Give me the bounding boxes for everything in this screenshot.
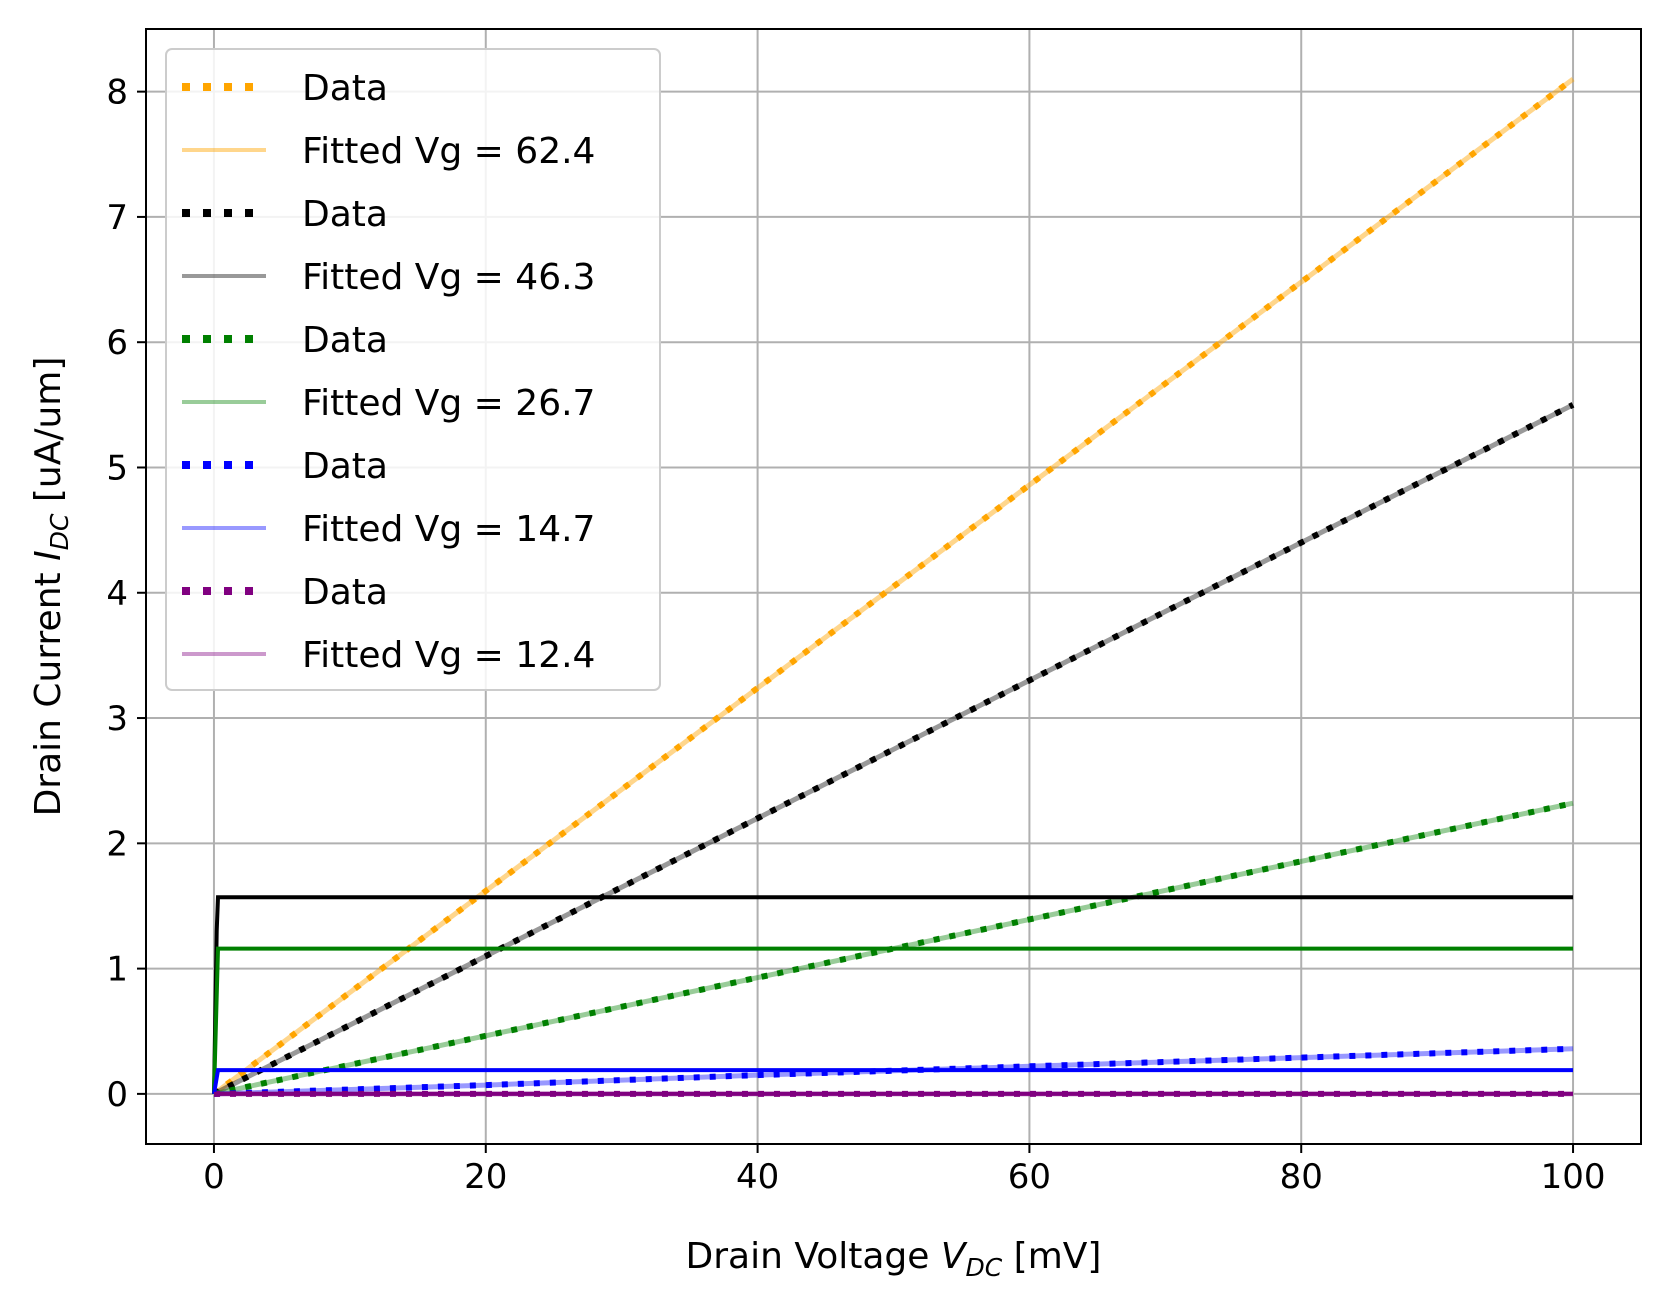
legend-label-8: Data bbox=[302, 572, 388, 613]
axis-ticks: 0 20 40 60 80 100 0 1 2 3 4 5 6 7 8 bbox=[106, 73, 1605, 1197]
y-tick-label: 2 bbox=[106, 824, 128, 864]
x-tick-label: 20 bbox=[464, 1157, 507, 1197]
x-tick-label: 100 bbox=[1541, 1157, 1606, 1197]
x-tick-label: 0 bbox=[203, 1157, 225, 1197]
grid bbox=[146, 29, 1641, 1144]
y-tick-label: 8 bbox=[106, 73, 128, 113]
legend-label-0: Data bbox=[302, 68, 388, 109]
y-axis-label-main: Drain Current bbox=[28, 561, 69, 817]
y-tick-label: 5 bbox=[106, 448, 128, 488]
data-line-6 bbox=[213, 1045, 1574, 1097]
legend: Data Fitted Vg = 62.4 Data Fitted Vg = 46.3… bbox=[165, 48, 661, 691]
y-axis-label-var: I bbox=[28, 550, 69, 561]
data-line-0 bbox=[212, 76, 1575, 1097]
y-tick-label: 4 bbox=[106, 574, 128, 614]
y-axis-label-sub: DC bbox=[45, 513, 74, 550]
y-tick-label: 7 bbox=[106, 198, 128, 238]
x-axis-label-unit: [mV] bbox=[1002, 1236, 1101, 1277]
legend-label-7: Fitted Vg = 14.7 bbox=[302, 509, 595, 550]
data-line-2 bbox=[212, 402, 1575, 1097]
solid-line-1 bbox=[212, 946, 1573, 1094]
y-axis-label: Drain Current IDC [uA/um] bbox=[28, 357, 74, 817]
x-tick-label: 40 bbox=[736, 1157, 779, 1197]
y-tick-label: 0 bbox=[106, 1075, 128, 1115]
legend-label-9: Fitted Vg = 12.4 bbox=[302, 635, 595, 676]
x-axis-label: Drain Voltage VDC [mV] bbox=[686, 1236, 1102, 1282]
y-tick-label: 3 bbox=[106, 699, 128, 739]
x-axis-label-main: Drain Voltage bbox=[686, 1236, 941, 1277]
y-axis-label-unit: [uA/um] bbox=[28, 357, 69, 514]
plot-frame bbox=[145, 28, 1642, 1145]
legend-label-3: Fitted Vg = 46.3 bbox=[302, 257, 595, 298]
y-tick-label: 1 bbox=[106, 950, 128, 990]
legend-label-2: Data bbox=[302, 194, 388, 235]
legend-label-4: Data bbox=[302, 320, 388, 361]
solid-line-2 bbox=[212, 1068, 1573, 1095]
legend-label-1: Fitted Vg = 62.4 bbox=[302, 131, 595, 172]
plot-lines bbox=[212, 76, 1575, 1097]
y-tick-label: 6 bbox=[106, 323, 128, 363]
legend-box bbox=[165, 48, 661, 691]
x-tick-label: 60 bbox=[1008, 1157, 1051, 1197]
x-tick-label: 80 bbox=[1280, 1157, 1323, 1197]
x-axis-label-var: V bbox=[941, 1236, 968, 1277]
legend-label-6: Data bbox=[302, 446, 388, 487]
x-axis-label-sub: DC bbox=[966, 1253, 1003, 1282]
legend-label-5: Fitted Vg = 26.7 bbox=[302, 383, 595, 424]
